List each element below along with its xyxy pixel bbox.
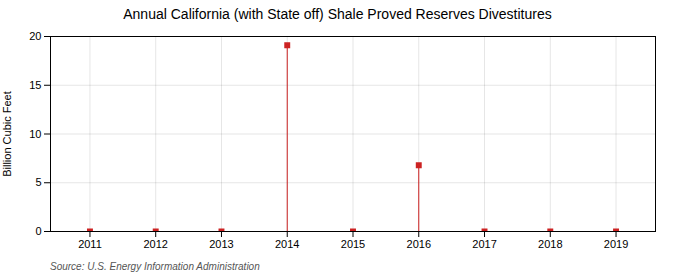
svg-text:2011: 2011 — [78, 238, 102, 250]
svg-text:10: 10 — [29, 128, 41, 140]
svg-text:20: 20 — [29, 30, 41, 42]
svg-text:15: 15 — [29, 79, 41, 91]
svg-text:2016: 2016 — [407, 238, 431, 250]
svg-text:2014: 2014 — [275, 238, 299, 250]
svg-text:2017: 2017 — [472, 238, 496, 250]
svg-text:0: 0 — [35, 225, 41, 237]
svg-text:2013: 2013 — [209, 238, 233, 250]
svg-text:2019: 2019 — [604, 238, 628, 250]
svg-text:2015: 2015 — [341, 238, 365, 250]
html-text:Source: U.S. Energy Informatio: Source: U.S. Energy Information Administ… — [50, 261, 260, 272]
html-text:Annual California (with State: Annual California (with State off) Shale… — [123, 6, 552, 22]
svg-text:5: 5 — [35, 176, 41, 188]
svg-text:2012: 2012 — [143, 238, 167, 250]
svg-text:2018: 2018 — [538, 238, 562, 250]
svg-text:Billion Cubic Feet: Billion Cubic Feet — [1, 91, 13, 177]
